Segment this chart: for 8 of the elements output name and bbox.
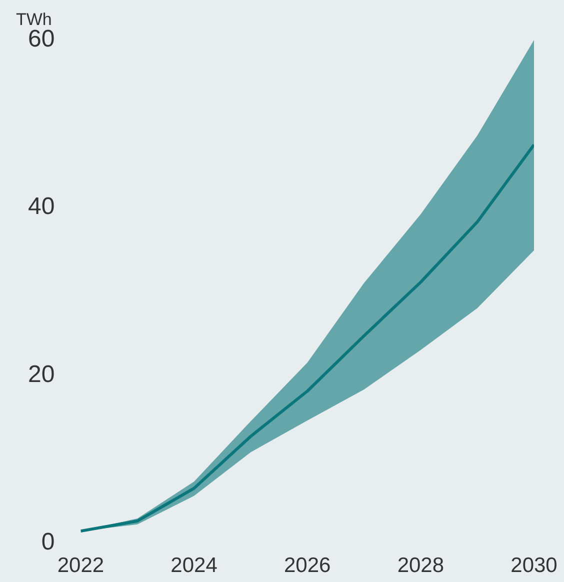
x-tick-label: 2022	[57, 554, 104, 578]
x-tick-label: 2030	[510, 554, 558, 578]
y-tick-label: 0	[41, 528, 55, 556]
x-tick-label: 2028	[397, 554, 444, 578]
y-tick-label: 20	[28, 360, 55, 388]
y-tick-label: 40	[28, 193, 55, 220]
x-tick-label: 2026	[284, 554, 331, 578]
x-tick-label: 2024	[170, 554, 218, 578]
